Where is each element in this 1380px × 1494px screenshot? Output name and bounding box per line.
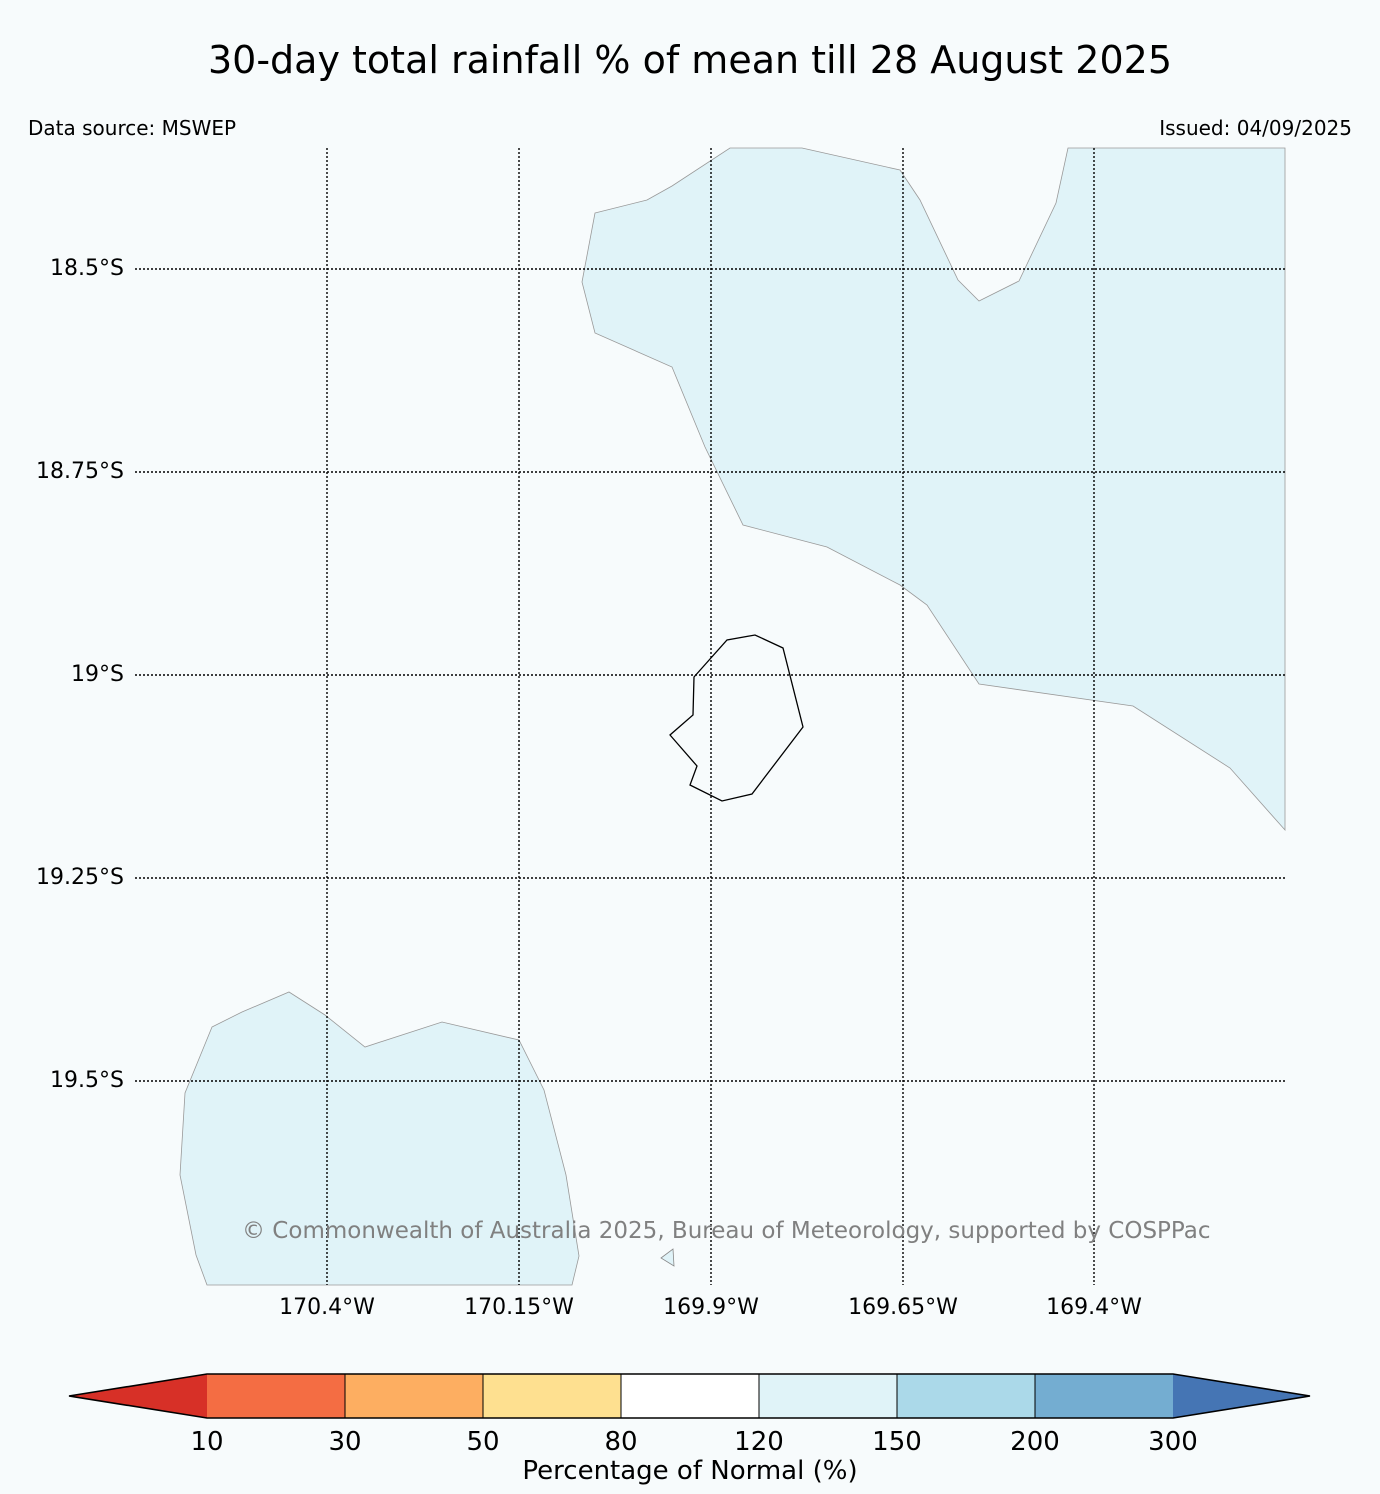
lat-label-19-25: 19.25°S xyxy=(36,865,124,890)
colorbar-extend-low xyxy=(69,1374,207,1418)
issued-date-label: Issued: 04/09/2025 xyxy=(1159,116,1352,140)
colorbar-tick-120: 120 xyxy=(734,1427,784,1457)
lon-label-169-65: 169.65°W xyxy=(848,1295,958,1320)
colorbar-segment-10-30 xyxy=(207,1374,345,1418)
colorbar xyxy=(68,1373,1311,1419)
colorbar-tick-150: 150 xyxy=(872,1427,922,1457)
colorbar-segment-120-150 xyxy=(759,1374,897,1418)
colorbar-segment-150-200 xyxy=(897,1374,1035,1418)
colorbar-outline xyxy=(68,1373,1311,1419)
colorbar-tick-200: 200 xyxy=(1010,1427,1060,1457)
lat-label-18-75: 18.75°S xyxy=(36,459,124,484)
colorbar-title: Percentage of Normal (%) xyxy=(522,1456,858,1486)
lat-label-19-5: 19.5°S xyxy=(50,1068,124,1093)
lon-label-170-15: 170.15°W xyxy=(464,1295,574,1320)
lon-label-169-9: 169.9°W xyxy=(663,1295,759,1320)
colorbar-segment-30-50 xyxy=(345,1374,483,1418)
map-title: 30-day total rainfall % of mean till 28 … xyxy=(207,38,1172,82)
colorbar-tick-10: 10 xyxy=(190,1427,224,1457)
colorbar-extend-high xyxy=(1173,1374,1310,1418)
colorbar-tick-80: 80 xyxy=(604,1427,638,1457)
colorbar-tick-50: 50 xyxy=(466,1427,500,1457)
longitude-gridlines xyxy=(326,148,1095,1285)
colorbar-segment-50-80 xyxy=(483,1374,621,1418)
lat-label-18-5: 18.5°S xyxy=(50,256,124,281)
lon-label-169-4: 169.4°W xyxy=(1046,1295,1142,1320)
colorbar-tick-30: 30 xyxy=(328,1427,362,1457)
data-source-label: Data source: MSWEP xyxy=(28,116,237,140)
island-outline xyxy=(669,634,804,802)
lon-label-170-4: 170.4°W xyxy=(279,1295,375,1320)
colorbar-tick-300: 300 xyxy=(1148,1427,1198,1457)
rainfall-region-southwest xyxy=(179,991,580,1286)
small-islet xyxy=(660,1248,675,1267)
colorbar-segment-200-300 xyxy=(1035,1374,1173,1418)
lat-label-19: 19°S xyxy=(71,662,124,687)
copyright-notice: © Commonwealth of Australia 2025, Bureau… xyxy=(242,1218,1211,1244)
colorbar-segment-80-120 xyxy=(621,1374,759,1418)
